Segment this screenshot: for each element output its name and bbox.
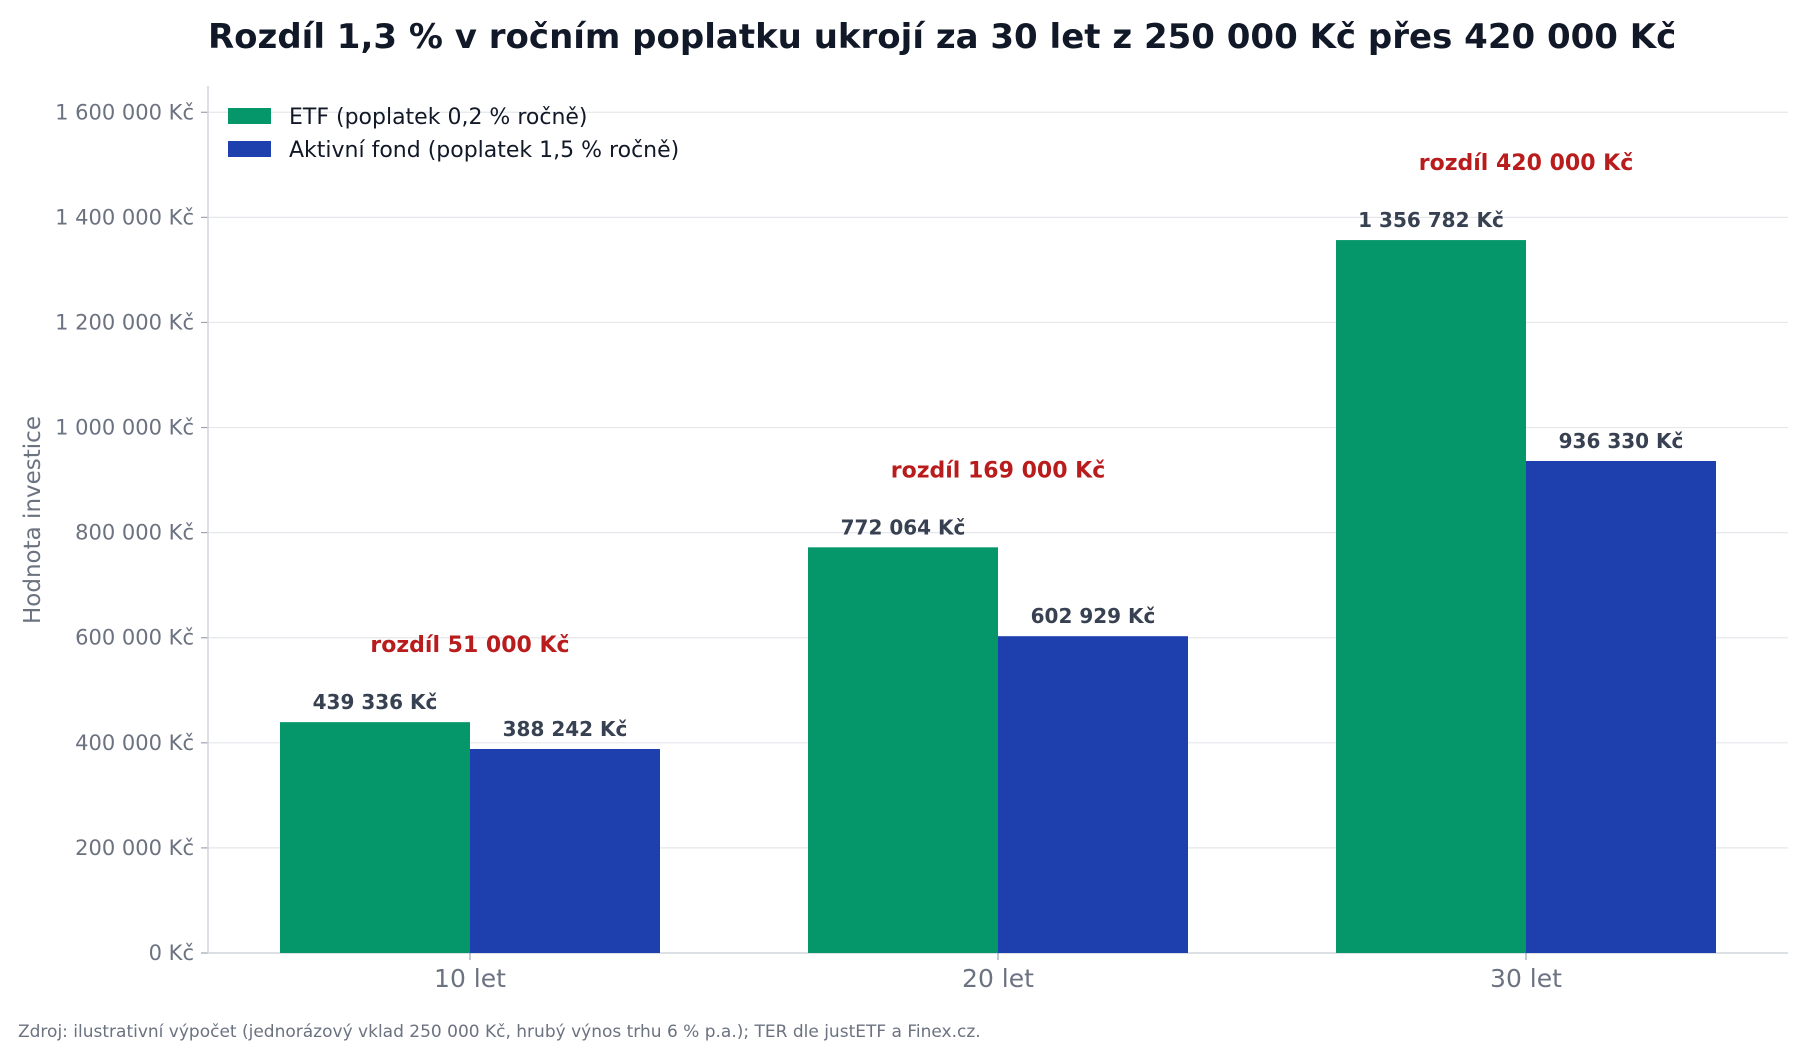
y-axis-label: Hodnota investice: [20, 416, 46, 624]
bar-value-label: 439 336 Kč: [313, 690, 438, 714]
y-tick-label: 1 000 000 Kč: [55, 416, 194, 440]
y-tick-label: 200 000 Kč: [75, 836, 194, 860]
x-tick-label: 20 let: [962, 964, 1034, 993]
y-tick-label: 1 600 000 Kč: [55, 100, 194, 124]
bar-value-label: 1 356 782 Kč: [1358, 208, 1504, 232]
y-tick-label: 800 000 Kč: [75, 521, 194, 545]
x-tick-label: 10 let: [434, 964, 506, 993]
legend-swatch: [228, 108, 271, 124]
bars: [280, 240, 1716, 953]
y-tick-label: 400 000 Kč: [75, 731, 194, 755]
y-tick-label: 0 Kč: [149, 941, 194, 965]
source-note: Zdroj: ilustrativní výpočet (jednorázový…: [18, 1022, 981, 1042]
legend-label: ETF (poplatek 0,2 % ročně): [289, 105, 588, 130]
y-tick-label: 1 400 000 Kč: [55, 205, 194, 229]
bar-active-fund: [1526, 461, 1716, 953]
bar-value-label: 772 064 Kč: [841, 515, 966, 539]
bar-etf: [808, 547, 998, 953]
difference-annotation: rozdíl 420 000 Kč: [1419, 151, 1634, 176]
bar-active-fund: [470, 748, 660, 953]
bar-etf: [1336, 240, 1526, 953]
difference-annotations: rozdíl 51 000 Kč rozdíl 169 000 Kč rozdíl …: [370, 151, 1633, 658]
bar-active-fund: [998, 636, 1188, 953]
bar-value-label: 602 929 Kč: [1031, 604, 1156, 628]
y-tick-label: 600 000 Kč: [75, 626, 194, 650]
x-tick-label: 30 let: [1490, 964, 1562, 993]
legend: ETF (poplatek 0,2 % ročně) Aktivní fond (…: [228, 105, 679, 163]
bar-value-label: 936 330 Kč: [1559, 429, 1684, 453]
difference-annotation: rozdíl 169 000 Kč: [891, 458, 1106, 483]
legend-swatch: [228, 141, 271, 157]
y-tick-label: 1 200 000 Kč: [55, 310, 194, 334]
axes: 0 Kč 200 000 Kč 400 000 Kč 600 000 Kč 800 00…: [55, 86, 1788, 993]
legend-label: Aktivní fond (poplatek 1,5 % ročně): [289, 138, 679, 163]
difference-annotation: rozdíl 51 000 Kč: [370, 633, 569, 658]
bar-etf: [280, 722, 470, 953]
bar-value-labels: 439 336 Kč 772 064 Kč 1 356 782 Kč 388 242 …: [313, 208, 1684, 741]
bar-value-label: 388 242 Kč: [503, 717, 628, 741]
chart-title: Rozdíl 1,3 % v ročním poplatku ukrojí za…: [208, 17, 1676, 57]
